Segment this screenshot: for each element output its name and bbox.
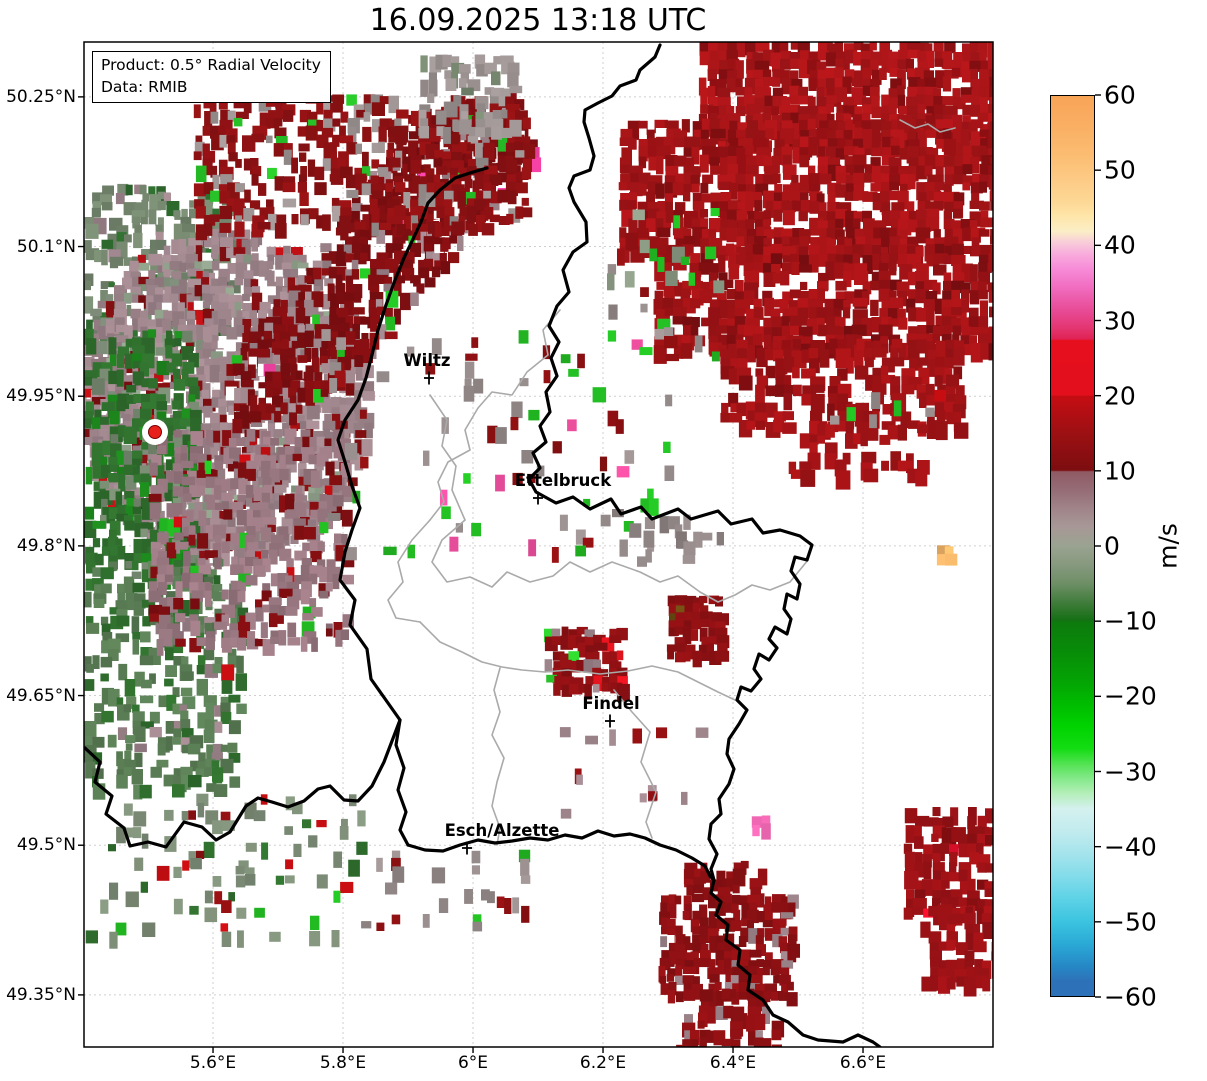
lat-tick-label: 49.8°N xyxy=(16,535,76,556)
city-findel: Findel xyxy=(582,694,640,728)
product-info-box: Product: 0.5° Radial Velocity Data: RMIB xyxy=(92,51,331,104)
radar-region-ettelbruck-south-grays xyxy=(612,509,724,567)
colorbar-tick-label: 20 xyxy=(1104,381,1136,411)
radar-region-topleft-red-upper xyxy=(193,93,536,241)
radar-region-blob-findel-west xyxy=(544,626,630,702)
radar-region-bottom-right-a xyxy=(903,807,993,926)
radar-region-blob-findel-east xyxy=(666,595,730,668)
lat-tick-label: 49.35°N xyxy=(6,984,76,1005)
lon-tick-label: 6.2°E xyxy=(579,1053,627,1073)
lon-tick-label: 5.6°E xyxy=(189,1053,237,1073)
lat-tick-label: 50.1°N xyxy=(16,236,76,257)
city-label: Findel xyxy=(582,694,639,713)
radar-region-south-mid-scatter xyxy=(361,849,531,932)
lat-tick-label: 49.95°N xyxy=(6,386,76,407)
radar-region-topright-d xyxy=(720,338,969,441)
radar-region-mid-specks-east xyxy=(607,208,725,362)
radar-field xyxy=(84,42,993,1047)
lat-tick-label: 50.25°N xyxy=(6,86,76,107)
colorbar-tick-label: −60 xyxy=(1104,982,1157,1012)
internal-borders xyxy=(387,119,956,846)
colorbar-tick-label: 40 xyxy=(1104,230,1136,260)
colorbar-tick-label: −20 xyxy=(1104,681,1157,711)
radar-region-bottom-right-b xyxy=(920,904,993,997)
radar-region-orange-speck xyxy=(936,545,958,566)
national-borders xyxy=(84,43,882,1047)
city-layer: Wiltz Ettelbruck Findel Esch/Alzette xyxy=(403,351,640,855)
colorbar-tick-label: −30 xyxy=(1104,757,1157,786)
city-label: Wiltz xyxy=(403,351,450,370)
radar-region-topright-e xyxy=(788,423,930,490)
city-esch-alzette: Esch/Alzette xyxy=(445,821,560,855)
colorbar-tick-label: 10 xyxy=(1104,456,1136,486)
radar-region-right-mid-specks xyxy=(830,389,946,429)
radar-region-bottom-center-c xyxy=(676,988,785,1047)
colorbar-tick-label: 30 xyxy=(1104,306,1136,335)
velocity-colorbar xyxy=(1050,95,1095,997)
city-ettelbruck: Ettelbruck xyxy=(515,471,612,505)
colorbar-tick-label: 0 xyxy=(1104,531,1120,561)
colorbar-tick-label: −10 xyxy=(1104,606,1157,636)
radar-region-bottom-center-b xyxy=(658,894,800,1010)
radar-region-top-gray-center xyxy=(418,54,523,144)
lon-tick-label: 6°E xyxy=(457,1053,489,1073)
lat-tick-label: 49.65°N xyxy=(6,685,76,706)
colorbar-tick-label: 50 xyxy=(1104,155,1136,185)
lon-tick-label: 6.4°E xyxy=(709,1053,757,1073)
colorbar-unit-label: m/s xyxy=(1153,523,1183,569)
radar-region-pink-speck xyxy=(751,815,771,840)
radar-region-mauve-south xyxy=(148,428,355,656)
city-label: Esch/Alzette xyxy=(445,821,560,840)
figure-title: 16.09.2025 13:18 UTC xyxy=(369,3,707,38)
colorbar-tick-label: −50 xyxy=(1104,907,1157,937)
colorbar-tick-label: 60 xyxy=(1104,80,1136,110)
radar-site-marker xyxy=(142,419,168,445)
data-source-label: Data: RMIB xyxy=(101,77,188,96)
radar-region-topright-b xyxy=(618,118,993,267)
lon-tick-label: 5.8°E xyxy=(319,1053,367,1073)
colorbar-tick-label: −40 xyxy=(1104,832,1157,862)
radar-region-central-specks xyxy=(319,329,679,563)
product-label: Product: 0.5° Radial Velocity xyxy=(101,56,321,74)
lat-tick-label: 49.5°N xyxy=(16,835,76,856)
city-wiltz: Wiltz xyxy=(403,351,451,385)
radar-region-esch-specks xyxy=(559,727,709,819)
axis-ticks xyxy=(78,94,1101,1053)
city-label: Ettelbruck xyxy=(515,471,612,490)
lon-tick-label: 6.6°E xyxy=(839,1053,887,1073)
plot-frame xyxy=(83,41,994,1048)
